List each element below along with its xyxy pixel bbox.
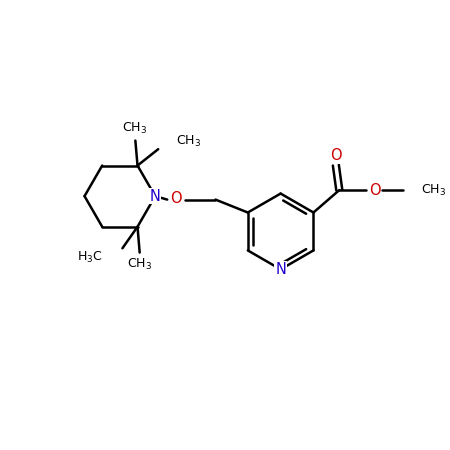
Text: CH$_3$: CH$_3$ bbox=[127, 256, 152, 272]
Text: O: O bbox=[330, 148, 342, 163]
Text: N: N bbox=[275, 262, 286, 277]
Text: CH$_3$: CH$_3$ bbox=[421, 183, 446, 198]
Text: CH$_3$: CH$_3$ bbox=[176, 134, 202, 149]
Text: CH$_3$: CH$_3$ bbox=[122, 122, 147, 136]
Text: O: O bbox=[170, 191, 182, 206]
Text: H$_3$C: H$_3$C bbox=[77, 250, 103, 266]
Text: N: N bbox=[150, 189, 161, 204]
Text: O: O bbox=[369, 183, 380, 198]
